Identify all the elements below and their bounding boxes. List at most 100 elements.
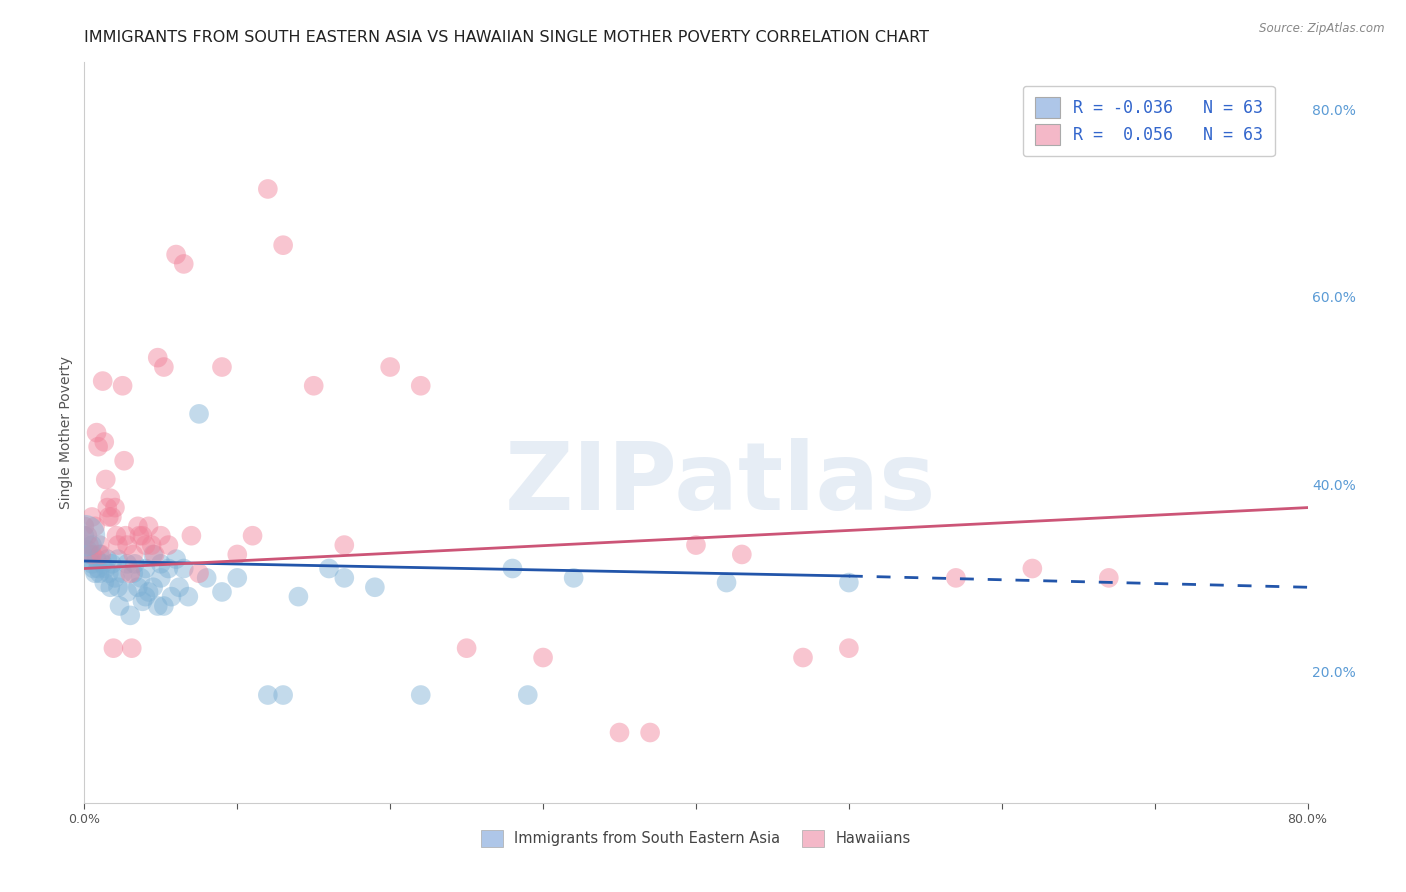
Point	[80, 510, 103, 524]
Point	[142, 580, 165, 594]
Text: IMMIGRANTS FROM SOUTH EASTERN ASIA VS HAWAIIAN SINGLE MOTHER POVERTY CORRELATION: IMMIGRANTS FROM SOUTH EASTERN ASIA VS HA…	[84, 29, 929, 45]
Point	[516, 688, 538, 702]
Point	[80, 557, 103, 571]
Point	[84, 566, 107, 581]
Point	[115, 538, 138, 552]
Point	[271, 688, 294, 702]
Point	[149, 529, 172, 543]
Point	[138, 585, 160, 599]
Legend: Immigrants from South Eastern Asia, Hawaiians: Immigrants from South Eastern Asia, Hawa…	[474, 822, 918, 855]
Point	[77, 548, 100, 562]
Point	[89, 538, 111, 552]
Point	[103, 641, 125, 656]
Text: Source: ZipAtlas.com: Source: ZipAtlas.com	[1260, 22, 1385, 36]
Point	[91, 374, 114, 388]
Point	[111, 566, 134, 581]
Point	[87, 440, 110, 454]
Point	[333, 538, 356, 552]
Point	[107, 538, 129, 552]
Point	[104, 500, 127, 515]
Point	[94, 561, 117, 575]
Point	[135, 538, 157, 552]
Point	[638, 725, 661, 739]
Point	[97, 566, 120, 581]
Point	[364, 580, 387, 594]
Point	[73, 519, 96, 533]
Point	[609, 725, 631, 739]
Point	[108, 599, 131, 613]
Point	[177, 590, 200, 604]
Point	[115, 557, 138, 571]
Point	[127, 580, 149, 594]
Point	[380, 359, 402, 374]
Point	[153, 359, 176, 374]
Point	[143, 548, 166, 562]
Point	[115, 585, 138, 599]
Point	[157, 561, 180, 575]
Point	[104, 571, 127, 585]
Point	[131, 594, 153, 608]
Point	[107, 552, 129, 566]
Point	[165, 247, 187, 261]
Point	[79, 552, 101, 566]
Point	[87, 561, 110, 575]
Point	[945, 571, 967, 585]
Point	[93, 435, 115, 450]
Point	[731, 548, 754, 562]
Point	[105, 529, 128, 543]
Point	[122, 548, 145, 562]
Point	[83, 561, 105, 575]
Point	[287, 590, 309, 604]
Point	[84, 519, 107, 533]
Point	[73, 529, 96, 543]
Point	[318, 561, 340, 575]
Point	[135, 561, 157, 575]
Point	[180, 529, 202, 543]
Point	[195, 571, 218, 585]
Point	[122, 566, 145, 581]
Point	[76, 529, 98, 543]
Point	[685, 538, 707, 552]
Point	[120, 608, 142, 623]
Point	[792, 650, 814, 665]
Point	[173, 257, 195, 271]
Point	[146, 599, 169, 613]
Point	[98, 580, 121, 594]
Point	[80, 538, 103, 552]
Point	[77, 538, 100, 552]
Point	[124, 557, 146, 571]
Point	[142, 548, 165, 562]
Point	[160, 590, 183, 604]
Point	[333, 571, 356, 585]
Point	[86, 552, 108, 566]
Point	[1021, 561, 1043, 575]
Point	[211, 585, 233, 599]
Point	[409, 688, 432, 702]
Point	[101, 510, 124, 524]
Point	[89, 566, 111, 581]
Point	[114, 529, 136, 543]
Point	[146, 351, 169, 365]
Point	[153, 599, 176, 613]
Point	[149, 571, 172, 585]
Point	[112, 454, 135, 468]
Point	[96, 552, 118, 566]
Point	[456, 641, 478, 656]
Point	[165, 552, 187, 566]
Point	[135, 590, 157, 604]
Point	[149, 557, 172, 571]
Point	[562, 571, 585, 585]
Point	[120, 566, 142, 581]
Point	[138, 519, 160, 533]
Point	[128, 529, 150, 543]
Point	[409, 378, 432, 392]
Point	[90, 548, 112, 562]
Text: ZIPatlas: ZIPatlas	[505, 439, 936, 531]
Point	[531, 650, 554, 665]
Point	[76, 542, 98, 557]
Point	[80, 548, 103, 562]
Point	[131, 529, 153, 543]
Point	[98, 491, 121, 506]
Point	[302, 378, 325, 392]
Point	[129, 571, 152, 585]
